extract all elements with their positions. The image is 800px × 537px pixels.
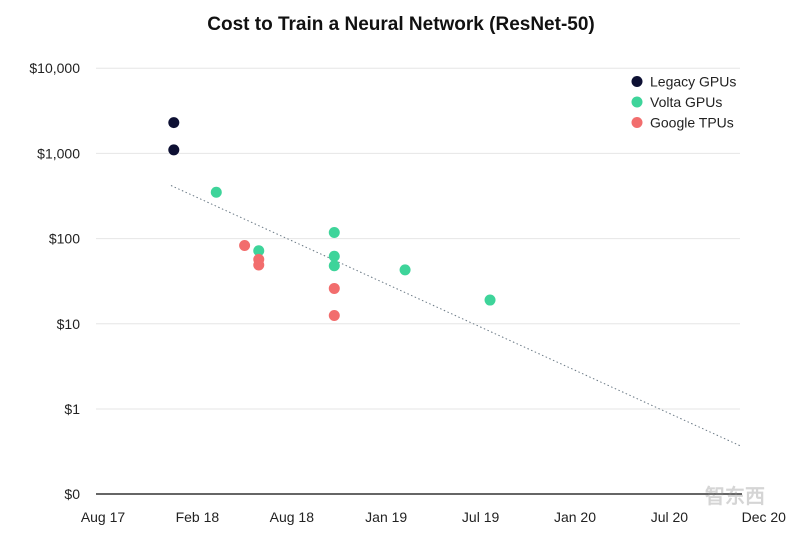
legend-label-volta-gpus: Volta GPUs [650,94,722,110]
point-google-tpus [328,310,340,322]
point-legacy-gpus [168,144,180,156]
x-tick-label: Jan 20 [554,509,596,525]
data-points [168,117,496,322]
legend: Legacy GPUs Volta GPUs Google TPUs [631,74,736,131]
chart-title: Cost to Train a Neural Network (ResNet-5… [207,14,594,35]
point-google-tpus [253,259,265,271]
watermark-text: 智东西 [705,484,765,508]
y-tick-label: $1,000 [37,145,80,161]
legend-marker-google-tpus [631,117,643,128]
point-volta-gpus [210,186,222,198]
watermark: 智东西 [705,484,765,508]
y-tick-label: $1 [64,401,80,417]
x-tick-label: Jul 19 [462,509,500,525]
point-volta-gpus [484,294,496,306]
y-tick-label: $100 [49,231,80,247]
x-axis-ticks: Aug 17 Feb 18 Aug 18 Jan 19 Jul 19 Jan 20 Jul … [81,509,786,525]
x-tick-label: Jan 19 [365,509,407,525]
y-axis-ticks: $0 $1 $10 $100 $1,000 $10,000 [29,60,80,502]
legend-marker-volta-gpus [631,96,643,108]
grid-layer [96,67,742,495]
x-tick-label: Aug 18 [270,509,315,525]
legend-label-legacy-gpus: Legacy GPUs [650,74,736,90]
y-tick-label: $0 [64,486,80,502]
legend-label-google-tpus: Google TPUs [650,115,734,131]
point-volta-gpus [328,250,340,262]
point-volta-gpus [328,260,340,272]
x-tick-label: Jul 20 [651,509,689,525]
point-google-tpus [239,239,251,251]
legend-marker-legacy-gpus [631,76,643,87]
x-tick-label: Aug 17 [81,509,126,525]
trend-line [170,185,741,447]
point-legacy-gpus [168,117,180,129]
x-tick-label: Feb 18 [176,509,220,525]
point-google-tpus [328,282,340,294]
y-tick-label: $10 [57,316,81,332]
point-volta-gpus [328,226,340,238]
point-volta-gpus [253,245,265,257]
y-tick-label: $10,000 [29,60,80,76]
point-volta-gpus [399,264,411,276]
x-tick-label: Dec 20 [742,509,787,525]
